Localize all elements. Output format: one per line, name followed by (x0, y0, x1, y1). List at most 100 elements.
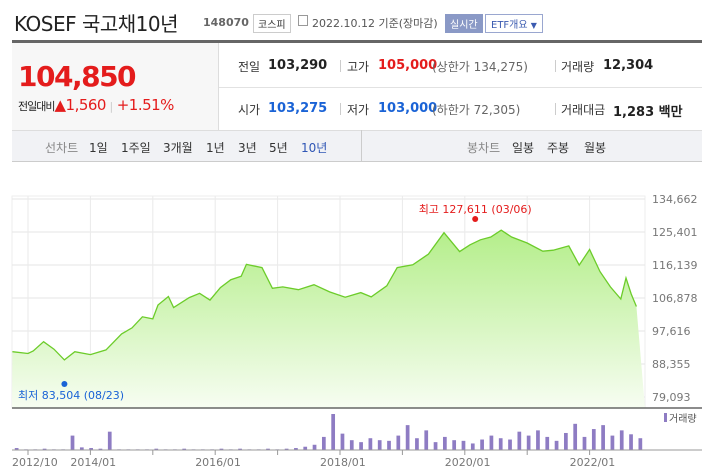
volume-bar (98, 448, 103, 450)
market-badge: 코스피 (253, 14, 291, 33)
volume-bar (42, 448, 47, 450)
prev-close: 103,290 (268, 58, 328, 73)
volume-bar (415, 438, 419, 450)
stock-code: 148070 (203, 16, 249, 29)
tab-daily-candle[interactable]: 일봉 (512, 141, 535, 155)
y-tick-label: 125,401 (652, 226, 698, 239)
volume-bar (452, 440, 457, 450)
volume-bar (619, 430, 624, 450)
divider (361, 130, 362, 162)
volume-bar (266, 448, 270, 450)
volume-bar (638, 438, 643, 450)
trade-amount: 1,283 백만 (613, 101, 683, 120)
volume-bar (387, 440, 391, 450)
tab-monthly-candle[interactable]: 월봉 (584, 141, 607, 155)
x-tick-label: 2022/01 (570, 456, 616, 469)
volume-bar (331, 414, 336, 450)
volume-bar (545, 436, 550, 450)
volume-bar (303, 446, 308, 450)
change-percent: +1.51% (116, 96, 175, 114)
volume-legend-icon (664, 413, 667, 422)
price-change: 전일대비▲1,560 | +1.51% (18, 96, 174, 114)
y-tick-label: 97,616 (652, 325, 691, 338)
tab-weekly-candle[interactable]: 주봉 (547, 141, 570, 155)
high-price: 105,000 (378, 58, 438, 73)
tab-5year[interactable]: 5년 (269, 141, 288, 155)
y-tick-label: 116,139 (652, 259, 698, 272)
amount-unit: 백만 (658, 105, 683, 120)
change-label: 전일대비 (18, 100, 55, 113)
up-arrow-icon: ▲ (54, 96, 66, 114)
volume-bar (321, 436, 326, 450)
divider (555, 60, 556, 72)
volume-bar (591, 429, 596, 450)
volume-bar (629, 434, 633, 450)
volume-bar (424, 430, 429, 450)
volume-bar (238, 448, 242, 450)
line-chart-label: 선차트 (45, 141, 79, 155)
tab-1year[interactable]: 1년 (206, 141, 225, 155)
volume-bar (368, 438, 373, 450)
tab-3month[interactable]: 3개월 (163, 141, 193, 155)
volume-bar (480, 439, 484, 450)
prev-label: 전일 (238, 60, 261, 74)
y-tick-label: 79,093 (652, 391, 691, 404)
volume-bar (294, 448, 298, 450)
low-label: 최저 83,504 (08/23) (18, 389, 124, 402)
high-marker (472, 216, 479, 222)
high-label: 고가 (347, 60, 370, 74)
volume-value: 12,304 (603, 58, 654, 73)
volume-bar (582, 436, 587, 450)
change-value: 1,560 (65, 96, 107, 114)
volume-bar (554, 440, 559, 450)
open-price: 103,275 (268, 101, 328, 116)
price-line (12, 229, 638, 361)
tab-10year[interactable]: 10년 (301, 141, 328, 155)
low-price: 103,000 (378, 101, 438, 116)
divider (219, 87, 702, 88)
tab-1day[interactable]: 1일 (89, 141, 108, 155)
volume-bar (489, 435, 494, 450)
candle-chart-label: 봉차트 (467, 141, 501, 155)
tab-3year[interactable]: 3년 (238, 141, 257, 155)
quote-date: 2022.10.12 기준(장마감) (312, 17, 438, 30)
volume-bar (461, 440, 466, 450)
y-tick-label: 134,662 (652, 193, 698, 206)
volume-legend-label: 거래량 (669, 413, 697, 425)
realtime-button[interactable]: 실시간 (445, 14, 483, 33)
volume-bar (377, 440, 382, 450)
chevron-down-icon: ▼ (530, 21, 537, 30)
volume-label: 거래량 (561, 60, 595, 74)
volume-bar (405, 425, 410, 450)
x-tick-label: 2020/01 (445, 456, 491, 469)
volume-bar (508, 439, 512, 450)
amount-value: 1,283 (613, 105, 655, 120)
x-tick-label: 2012/10 (12, 456, 58, 469)
volume-bar (89, 448, 93, 450)
volume-bar (79, 447, 84, 450)
tab-1week[interactable]: 1주일 (121, 141, 151, 155)
volume-bar (601, 425, 605, 450)
divider (12, 40, 702, 43)
x-tick-label: 2018/01 (320, 456, 366, 469)
volume-bar (182, 448, 187, 450)
x-tick-label: 2016/01 (195, 456, 241, 469)
y-tick-label: 106,878 (652, 292, 698, 305)
volume-bar (498, 438, 503, 450)
high-label: 최고 127,611 (03/06) (419, 203, 532, 216)
low-marker (61, 381, 68, 387)
divider (555, 103, 556, 115)
volume-bar (107, 431, 112, 450)
volume-bar (312, 444, 317, 450)
volume-bar (219, 448, 224, 450)
volume-bar (70, 435, 75, 450)
volume-bar (536, 430, 540, 450)
volume-bar (573, 423, 578, 450)
volume-bar (340, 433, 345, 450)
price-area (12, 230, 645, 408)
volume-bar (284, 448, 289, 450)
volume-bar (154, 448, 159, 450)
volume-bar (517, 431, 522, 450)
etf-info-dropdown[interactable]: ETF개요 ▼ (485, 14, 543, 33)
price-panel (12, 43, 219, 130)
